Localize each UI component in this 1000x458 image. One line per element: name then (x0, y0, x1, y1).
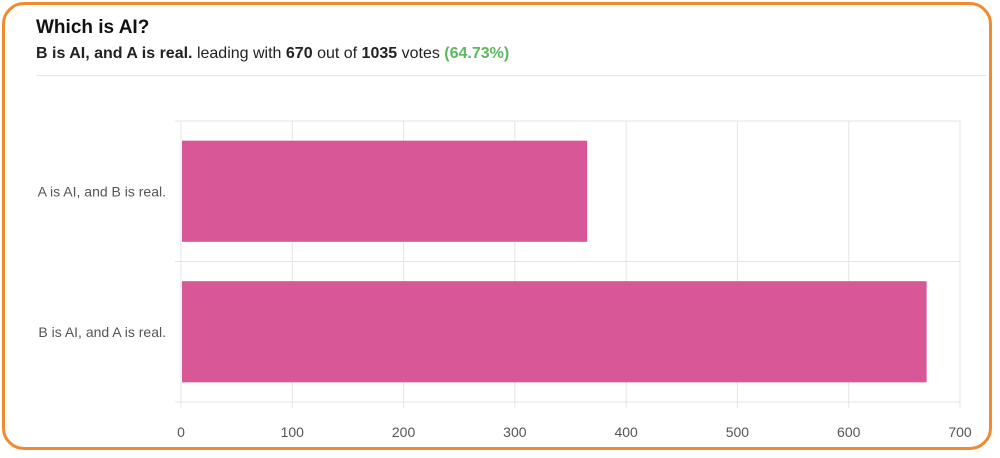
chart-bars (182, 140, 927, 383)
x-tick-label: 300 (503, 424, 527, 440)
poll-title: Which is AI? (36, 17, 150, 38)
x-tick-label: 700 (948, 424, 972, 440)
x-tick-label: 200 (392, 424, 416, 440)
bar[interactable] (182, 281, 927, 383)
leader-votes: 670 (285, 45, 313, 62)
votes-text: votes (401, 45, 440, 62)
x-tick-label: 100 (281, 424, 305, 440)
chart-labels: 0 100 200 300 400 500 600 700 A is AI, and B is … (38, 183, 972, 440)
divider (36, 75, 986, 76)
out-of-text: out of (317, 45, 358, 62)
leader-percent: (64.73%) (444, 45, 510, 62)
bar[interactable] (182, 140, 588, 242)
x-tick-label: 400 (614, 424, 638, 440)
x-tick-label: 600 (837, 424, 861, 440)
y-category-label: B is AI, and A is real. (38, 324, 166, 340)
x-tick-label: 500 (726, 424, 750, 440)
leader-option: B is AI, and A is real. (36, 45, 193, 62)
total-votes: 1035 (361, 45, 398, 62)
x-tick-label: 0 (177, 424, 185, 440)
leading-text: leading with (196, 45, 282, 62)
y-category-label: A is AI, and B is real. (38, 183, 166, 199)
poll-summary: B is AI, and A is real. leading with 670… (36, 45, 509, 63)
